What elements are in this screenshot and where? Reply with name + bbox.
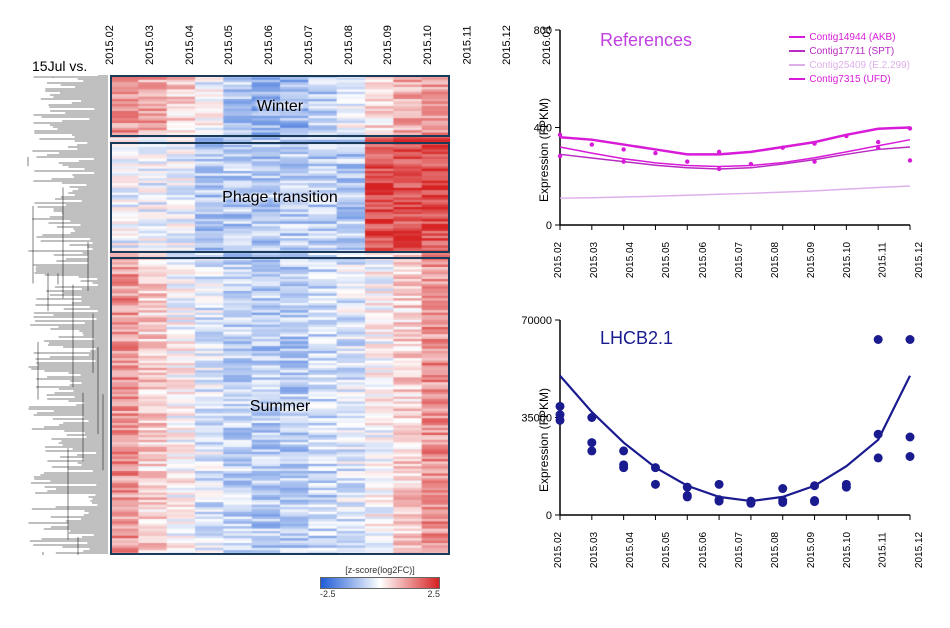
colorbar-label: [z-score(log2FC)] <box>320 565 440 575</box>
heatmap-month-labels: 2015.022015.032015.042015.052015.062015.… <box>110 20 450 70</box>
chart1-ylabel: Expression (FPKM) <box>537 98 551 202</box>
chart1-legend: Contig14944 (AKB)Contig17711 (SPT)Contig… <box>789 30 910 86</box>
chart2-ylabel: Expression (FPKM) <box>537 388 551 492</box>
legend-item: Contig17711 (SPT) <box>789 44 910 58</box>
right-panel: Expression (FPKM) References Contig14944… <box>500 20 920 570</box>
svg-text:0: 0 <box>546 220 552 232</box>
chart2-xlabels: 2015.022015.032015.042015.052015.062015.… <box>560 525 910 575</box>
colorbar: [z-score(log2FC)] -2.52.5 <box>320 565 440 599</box>
chart1-title: References <box>600 30 692 51</box>
chart2-title: LHCB2.1 <box>600 328 673 349</box>
legend-item: Contig25409 (E.2.299) <box>789 58 910 72</box>
svg-text:0: 0 <box>546 510 552 522</box>
heatmap-canvas <box>110 75 450 555</box>
legend-item: Contig7315 (UFD) <box>789 72 910 86</box>
heatmap-area: WinterPhage transitionSummer <box>110 75 450 555</box>
x-tick-label: 2015.12 <box>914 242 950 278</box>
chart1-xlabels: 2015.022015.032015.042015.052015.062015.… <box>560 235 910 285</box>
svg-text:800: 800 <box>534 25 552 37</box>
heatmap-corner-label: 15Jul vs. <box>32 58 87 74</box>
dendrogram <box>20 75 108 555</box>
heatmap-panel: 15Jul vs. 2015.022015.032015.042015.0520… <box>20 20 470 570</box>
x-tick-label: 2015.12 <box>914 532 950 568</box>
svg-text:70000: 70000 <box>521 315 552 327</box>
legend-item: Contig14944 (AKB) <box>789 30 910 44</box>
lhcb-chart: Expression (FPKM) LHCB2.1 03500070000 20… <box>500 310 920 570</box>
references-chart: Expression (FPKM) References Contig14944… <box>500 20 920 280</box>
